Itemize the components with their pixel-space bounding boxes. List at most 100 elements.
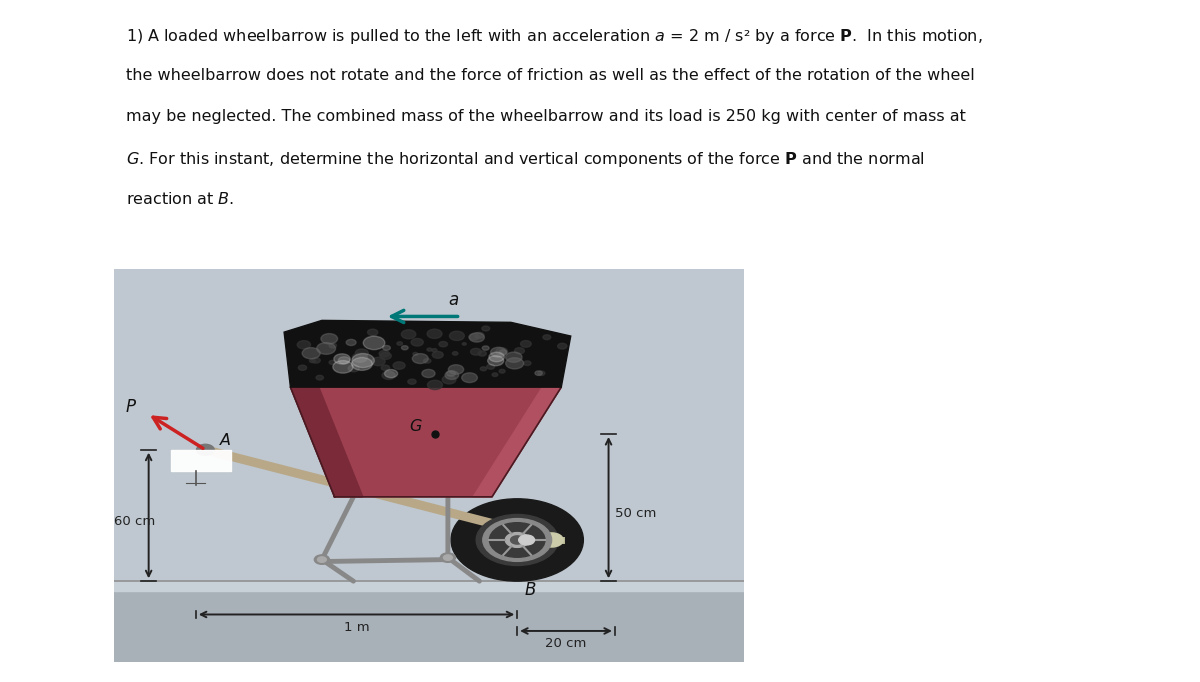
Circle shape (487, 364, 494, 369)
Circle shape (505, 358, 523, 369)
Circle shape (540, 533, 563, 547)
Circle shape (492, 373, 498, 376)
Circle shape (397, 342, 402, 345)
Circle shape (352, 353, 374, 368)
Circle shape (499, 370, 505, 373)
Circle shape (469, 333, 479, 340)
Circle shape (505, 533, 529, 548)
Circle shape (413, 353, 418, 355)
Circle shape (444, 555, 452, 561)
Circle shape (402, 346, 408, 350)
Circle shape (523, 361, 530, 366)
Text: reaction at $B$.: reaction at $B$. (126, 191, 234, 207)
Circle shape (451, 499, 583, 581)
Text: may be neglected. The combined mass of the wheelbarrow and its load is 250 kg wi: may be neglected. The combined mass of t… (126, 109, 966, 124)
Circle shape (355, 349, 368, 357)
Circle shape (394, 362, 406, 370)
Circle shape (542, 335, 551, 340)
Circle shape (299, 365, 307, 370)
Polygon shape (284, 321, 571, 387)
Circle shape (348, 365, 359, 372)
Circle shape (338, 357, 350, 364)
Text: 50 cm: 50 cm (614, 507, 656, 520)
Circle shape (480, 367, 487, 371)
Text: the wheelbarrow does not rotate and the force of friction as well as the effect : the wheelbarrow does not rotate and the … (126, 68, 974, 83)
Circle shape (367, 329, 378, 336)
Circle shape (442, 375, 456, 384)
Circle shape (302, 348, 320, 359)
Circle shape (558, 343, 566, 349)
Polygon shape (473, 387, 562, 496)
Circle shape (329, 343, 336, 348)
Circle shape (475, 336, 480, 339)
Text: $B$: $B$ (523, 581, 536, 599)
Circle shape (482, 346, 490, 351)
Bar (114, 581, 744, 591)
Text: 1) A loaded wheelbarrow is pulled to the left with an acceleration $a$ = 2 m / s: 1) A loaded wheelbarrow is pulled to the… (126, 27, 983, 46)
Circle shape (364, 336, 385, 350)
Circle shape (518, 535, 534, 545)
Circle shape (470, 349, 481, 355)
Circle shape (535, 371, 542, 375)
Circle shape (432, 351, 443, 358)
Circle shape (353, 353, 367, 362)
Circle shape (310, 359, 316, 363)
Circle shape (469, 333, 485, 342)
Circle shape (320, 333, 337, 344)
Circle shape (538, 371, 545, 376)
Circle shape (312, 358, 320, 363)
Text: 60 cm: 60 cm (114, 515, 155, 528)
Circle shape (197, 444, 214, 456)
Circle shape (499, 350, 506, 355)
Circle shape (298, 340, 311, 349)
Circle shape (317, 342, 336, 355)
Circle shape (490, 522, 545, 557)
Circle shape (510, 536, 524, 544)
Circle shape (476, 514, 558, 565)
Bar (170, 450, 230, 471)
Circle shape (352, 357, 372, 370)
Text: 1 m: 1 m (343, 621, 370, 634)
Circle shape (482, 326, 490, 331)
Circle shape (515, 348, 524, 354)
Circle shape (432, 349, 437, 352)
Text: $P$: $P$ (125, 398, 137, 416)
Circle shape (478, 351, 486, 356)
Circle shape (449, 365, 463, 374)
Circle shape (440, 553, 456, 563)
Circle shape (482, 518, 552, 561)
Circle shape (380, 353, 391, 359)
Polygon shape (290, 387, 362, 496)
Circle shape (413, 353, 428, 364)
Text: $A$: $A$ (220, 432, 232, 448)
Bar (114, 591, 744, 662)
Circle shape (382, 365, 390, 370)
Circle shape (521, 340, 532, 347)
Circle shape (334, 354, 350, 364)
Circle shape (346, 340, 356, 346)
Text: 20 cm: 20 cm (545, 638, 587, 651)
Circle shape (382, 371, 395, 379)
Circle shape (474, 332, 484, 338)
Circle shape (316, 375, 324, 380)
Circle shape (383, 346, 390, 351)
Circle shape (452, 352, 458, 355)
Circle shape (379, 351, 390, 357)
Circle shape (505, 352, 522, 362)
Circle shape (491, 347, 506, 357)
Circle shape (487, 356, 504, 366)
Circle shape (318, 557, 326, 563)
Circle shape (450, 331, 464, 340)
Circle shape (329, 360, 336, 364)
Circle shape (427, 329, 442, 338)
Circle shape (427, 381, 443, 389)
Circle shape (372, 357, 385, 366)
Circle shape (488, 352, 504, 361)
Text: $G$. For this instant, determine the horizontal and vertical components of the f: $G$. For this instant, determine the hor… (126, 150, 925, 169)
Circle shape (314, 555, 330, 564)
Circle shape (439, 342, 448, 347)
Circle shape (462, 373, 478, 383)
Circle shape (424, 359, 431, 363)
Polygon shape (290, 387, 562, 496)
Circle shape (384, 370, 397, 378)
